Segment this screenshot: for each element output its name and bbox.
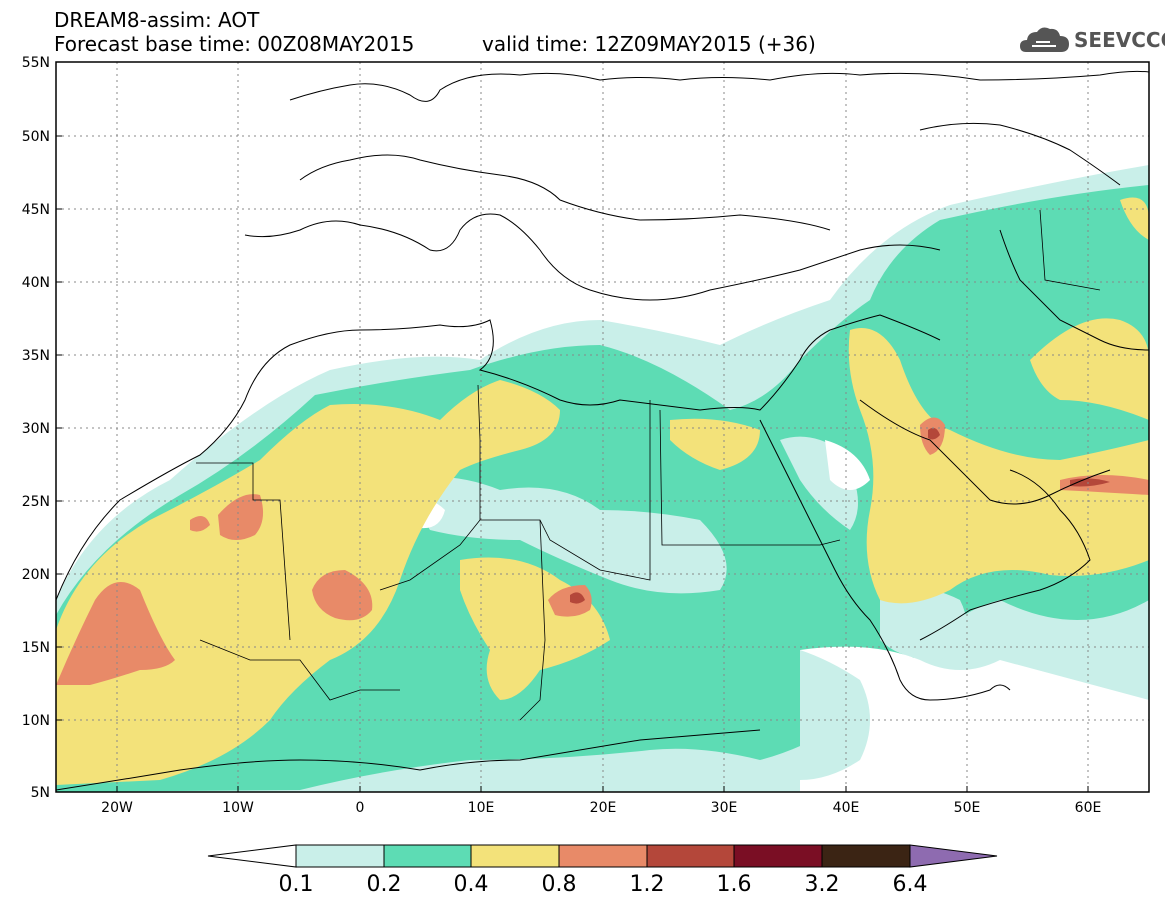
lat-label: 20N bbox=[22, 567, 50, 583]
lon-label: 20W bbox=[101, 800, 133, 816]
lon-labels: 20W 10W 0 10E 20E 30E 40E 50E 60E bbox=[101, 800, 1101, 816]
lat-label: 40N bbox=[22, 275, 50, 291]
aot-island-low-7 bbox=[800, 650, 870, 780]
lat-label: 55N bbox=[22, 55, 50, 71]
aot-island-low-5 bbox=[880, 586, 967, 660]
aot-band-1.2-gulf bbox=[1070, 478, 1110, 487]
lon-label: 20E bbox=[590, 800, 617, 816]
lat-label: 25N bbox=[22, 494, 50, 510]
colorbar-segment bbox=[295, 844, 385, 868]
lon-label: 0 bbox=[356, 800, 365, 816]
colorbar-segment bbox=[646, 844, 735, 868]
aot-island-low-1 bbox=[400, 476, 727, 594]
colorbar-label: 3.2 bbox=[804, 872, 840, 897]
aot-band-0.4-caspian bbox=[1120, 197, 1149, 240]
colorbar-label: 0.8 bbox=[541, 872, 577, 897]
colorbar-label: 0.4 bbox=[453, 872, 489, 897]
aot-band-1.2-chad bbox=[570, 592, 585, 604]
colorbar-label: 1.2 bbox=[629, 872, 665, 897]
aot-band-0.8-mauritania-1 bbox=[218, 494, 264, 540]
lon-label: 30E bbox=[711, 800, 738, 816]
lat-label: 35N bbox=[22, 348, 50, 364]
aot-band-0.8-mali bbox=[312, 570, 373, 621]
lon-label: 60E bbox=[1075, 800, 1102, 816]
graticule bbox=[56, 62, 1149, 792]
aot-band-0.4-arabia bbox=[848, 328, 1149, 604]
aot-contours bbox=[56, 62, 1149, 792]
country-borders bbox=[196, 209, 1101, 721]
colorbar-segment bbox=[821, 844, 911, 868]
valid-time: valid time: 12Z09MAY2015 (+36) bbox=[482, 32, 816, 56]
lon-label: 40E bbox=[833, 800, 860, 816]
lat-label: 10N bbox=[22, 713, 50, 729]
aot-island-low-4 bbox=[825, 440, 870, 490]
colorbar-segment bbox=[383, 844, 472, 868]
colorbar bbox=[207, 844, 998, 868]
coastlines bbox=[56, 70, 1149, 791]
aot-band-0.8-chad bbox=[548, 585, 592, 617]
colorbar-label: 1.6 bbox=[716, 872, 752, 897]
lat-label: 30N bbox=[22, 421, 50, 437]
lon-label: 50E bbox=[954, 800, 981, 816]
cloud-logo-icon bbox=[1020, 27, 1069, 52]
lat-labels: 55N 50N 45N 40N 35N 30N 25N 20N 15N 10N … bbox=[22, 55, 50, 801]
aot-band-1.2-iraq bbox=[928, 427, 940, 440]
aot-band-0.4 bbox=[56, 380, 560, 785]
colorbar-high-arrow bbox=[909, 844, 998, 868]
map-title: DREAM8-assim: AOT bbox=[54, 8, 260, 32]
logo-text: SEEVCCC bbox=[1074, 28, 1165, 52]
aot-band-0.8-mauritania-2 bbox=[190, 516, 210, 532]
forecast-base-time: Forecast base time: 00Z08MAY2015 bbox=[54, 32, 415, 56]
lat-label: 15N bbox=[22, 640, 50, 656]
lat-label: 50N bbox=[22, 129, 50, 145]
colorbar-segment bbox=[733, 844, 823, 868]
lat-label: 5N bbox=[31, 785, 50, 801]
colorbar-segment bbox=[558, 844, 648, 868]
lat-label: 45N bbox=[22, 202, 50, 218]
colorbar-low-arrow bbox=[207, 844, 297, 868]
lon-label: 10E bbox=[468, 800, 495, 816]
axis-ticks bbox=[56, 61, 1089, 793]
aot-band-0.4-iran bbox=[1030, 318, 1149, 420]
colorbar-label: 6.4 bbox=[892, 872, 928, 897]
aot-band-0.4-egypt bbox=[670, 418, 760, 470]
lon-label: 10W bbox=[222, 800, 254, 816]
aot-island-low-6 bbox=[800, 646, 1149, 792]
colorbar-label: 0.2 bbox=[366, 872, 402, 897]
colorbar-label: 0.1 bbox=[278, 872, 314, 897]
colorbar-segment bbox=[470, 844, 560, 868]
aot-band-0.8-west bbox=[56, 582, 175, 685]
